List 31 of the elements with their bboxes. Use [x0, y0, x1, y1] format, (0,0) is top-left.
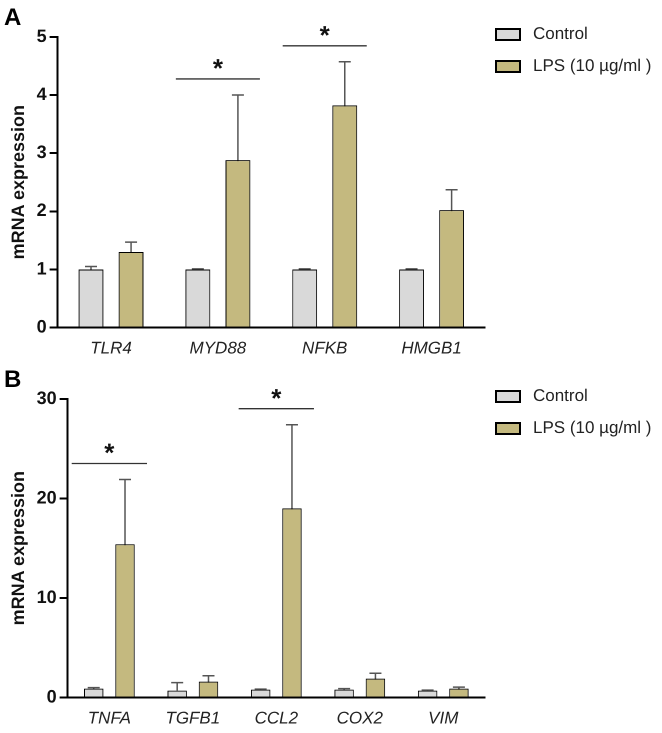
- chart-title: A: [4, 4, 22, 32]
- x-tick-label: COX2: [336, 708, 384, 728]
- x-tick-label: HMGB1: [401, 338, 462, 358]
- x-tick-label: NFKB: [302, 338, 348, 358]
- x-tick-label: VIM: [428, 708, 460, 728]
- legend-label: Control: [533, 386, 588, 406]
- y-tick-label: 0: [36, 316, 47, 337]
- y-tick-label: 3: [36, 142, 47, 162]
- y-tick-label: 5: [36, 26, 47, 46]
- y-tick-label: 1: [36, 258, 47, 278]
- y-tick-label: 20: [36, 487, 57, 508]
- legend-label: Control: [533, 24, 588, 44]
- legend-label: LPS (10 µg/ml ): [533, 418, 652, 438]
- annotation: *: [212, 53, 224, 84]
- chart-title: B: [4, 366, 22, 394]
- y-tick-label: 0: [46, 686, 57, 707]
- legend-label: LPS (10 µg/ml ): [533, 56, 652, 76]
- y-tick-label: 30: [36, 388, 57, 408]
- x-tick-label: TGFB1: [165, 708, 220, 728]
- x-tick-label: CCL2: [254, 708, 299, 728]
- x-tick-label: TLR4: [90, 338, 132, 358]
- y-axis-title: mRNA expression: [8, 471, 28, 626]
- annotation: *: [271, 382, 282, 413]
- y-tick-label: 10: [36, 586, 57, 607]
- annotation: *: [104, 438, 116, 468]
- x-tick-label: MYD88: [190, 338, 247, 358]
- x-tick-label: TNFA: [88, 708, 131, 728]
- y-tick-label: 4: [36, 84, 47, 104]
- y-tick-label: 2: [36, 200, 47, 220]
- y-axis-title: mRNA expression: [8, 105, 28, 260]
- annotation: *: [320, 20, 331, 50]
